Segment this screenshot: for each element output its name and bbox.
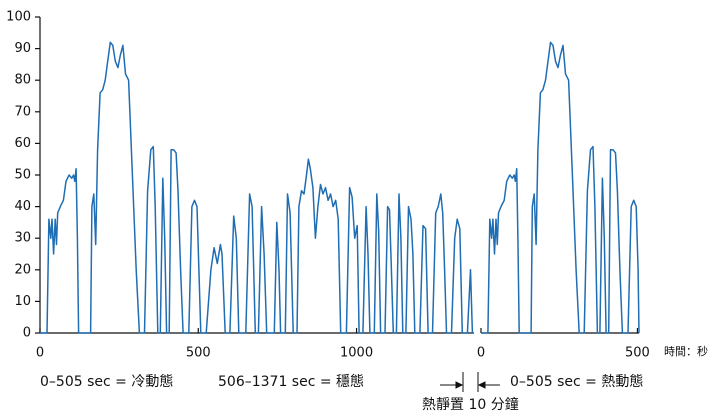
x-tick-label: 500 (186, 346, 211, 361)
arrow-head (477, 381, 486, 389)
annotation: 0–505 sec = 冷動態 (40, 374, 173, 390)
y-tick-label: 70 (14, 104, 31, 119)
series-line (481, 41, 640, 334)
x-tick-label: 500 (625, 346, 650, 361)
y-tick-label: 30 (14, 231, 31, 246)
x-tick-label: 1000 (340, 346, 373, 361)
annotation: 0–505 sec = 熱動態 (510, 374, 643, 390)
arrow-head (455, 381, 464, 389)
x-axis-label: 時間：秒 (664, 344, 708, 358)
series-line (40, 41, 474, 334)
y-tick-label: 10 (14, 294, 31, 309)
annotation: 熱靜置 10 分鐘 (422, 396, 519, 413)
y-tick-label: 80 (14, 73, 31, 88)
y-tick-label: 60 (14, 136, 31, 151)
x-tick-label: 0 (477, 346, 485, 361)
rest-arrows (440, 372, 500, 392)
annotation: 506–1371 sec = 穩態 (218, 374, 364, 390)
y-tick-label: 90 (14, 41, 31, 56)
y-tick-label: 100 (6, 10, 31, 25)
y-tick-label: 50 (14, 168, 31, 183)
y-tick-label: 0 (23, 326, 31, 341)
y-tick-label: 20 (14, 262, 31, 277)
x-tick-label: 0 (36, 346, 44, 361)
y-tick-label: 40 (14, 199, 31, 214)
